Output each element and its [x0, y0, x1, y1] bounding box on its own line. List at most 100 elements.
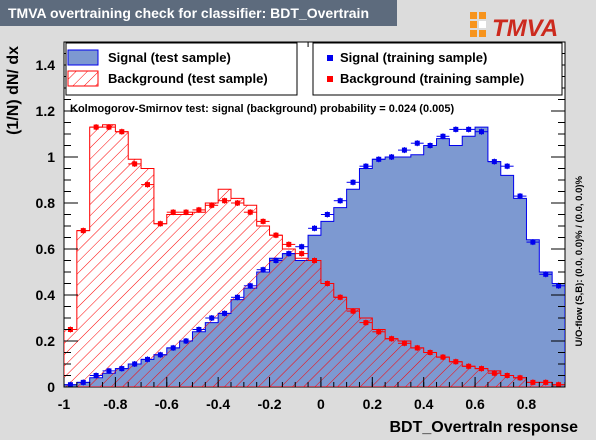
signal-training-point [295, 243, 309, 250]
legend-box [65, 42, 298, 96]
background-training-point [166, 209, 180, 216]
background-training-point [436, 354, 450, 361]
signal-training-point [320, 211, 334, 218]
legend-label: Background (training sample) [340, 71, 524, 86]
signal-training-point [308, 225, 321, 232]
y-tick-label: 0.6 [36, 241, 56, 257]
legend-marker-swatch [327, 55, 333, 61]
x-tick-label: -0.6 [155, 396, 179, 412]
histogram-layer [64, 124, 565, 387]
y-tick-label: 0 [47, 379, 55, 395]
background-training-point [295, 250, 309, 257]
signal-training-point [102, 367, 116, 374]
background-training-point [308, 257, 321, 264]
background-training-point [153, 220, 167, 227]
x-tick-label: 0.8 [517, 396, 537, 412]
background-training-point [410, 344, 424, 351]
background-training-point [385, 335, 398, 342]
background-training-point [231, 200, 244, 206]
x-tick-label: -0.2 [257, 396, 281, 412]
background-training-point [333, 294, 347, 301]
background-training-point [462, 363, 476, 370]
background-training-point [526, 379, 540, 386]
x-axis-title: BDT_OvertraIn response [389, 419, 578, 436]
background-training-point [359, 319, 373, 326]
x-tick-label: 0.4 [414, 396, 434, 412]
y-tick-label: 1.2 [36, 103, 56, 119]
background-training-point [320, 280, 334, 287]
signal-training-point [192, 326, 206, 333]
background-training-point [539, 379, 553, 386]
background-training-point [423, 349, 437, 356]
axis-tick-labels: -1 -0.8 -0.6 -0.4 -0.2 0 0.2 0.4 0.6 0.8 0 0.2 0.4 0.… [36, 57, 537, 412]
signal-training-point [436, 133, 450, 140]
signal-training-point [410, 140, 424, 147]
signal-training-point [256, 266, 270, 273]
signal-training-point [346, 179, 360, 186]
signal-training-point [359, 163, 373, 170]
x-tick-label: 0 [317, 396, 325, 412]
signal-training-point [385, 154, 398, 160]
signal-training-point [487, 158, 501, 165]
signal-training-point [462, 126, 476, 133]
background-training-point [256, 218, 270, 225]
background-training-point [243, 209, 257, 216]
signal-training-point [166, 344, 180, 351]
background-training-point [115, 128, 129, 135]
y-tick-label: 0.4 [36, 287, 56, 303]
signal-training-point [333, 197, 347, 204]
legend-background-swatch [67, 70, 99, 87]
background-training-point [218, 197, 231, 204]
signal-training-point [398, 147, 411, 154]
signal-training-point [269, 257, 283, 264]
x-tick-label: -0.4 [206, 396, 230, 412]
background-training-point [449, 358, 463, 365]
background-training-point [89, 124, 103, 131]
signal-training-point [76, 379, 90, 386]
tmva-logo: TMVA [470, 12, 558, 42]
background-training-point [346, 308, 360, 315]
signal-training-point [500, 163, 514, 170]
legend-box [312, 42, 563, 96]
legend-label: Background (test sample) [108, 71, 268, 86]
signal-training-point [231, 294, 244, 301]
background-training-point [102, 124, 116, 131]
logo-text: TMVA [492, 15, 558, 42]
x-tick-label: -1 [58, 396, 71, 412]
legend-label: Signal (test sample) [108, 50, 231, 65]
background-training-point [487, 370, 501, 377]
y-tick-label: 0.8 [36, 195, 56, 211]
overflow-text: U/O-flow (S,B): (0.0, 0.0)% / (0.0, 0.0)… [574, 175, 585, 346]
signal-training-point [153, 351, 167, 358]
page-title: TMVA overtraining check for classifier: … [0, 0, 397, 26]
signal-training-point [513, 193, 527, 200]
signal-training-point [218, 310, 231, 317]
background-training-point [513, 374, 527, 381]
signal-training-point [115, 365, 129, 372]
legend-marker-swatch [327, 76, 333, 82]
legend-signal-swatch [67, 49, 99, 66]
x-tick-label: 0.2 [363, 396, 383, 412]
y-axis-title: (1/N) dN/ dx [5, 46, 22, 135]
background-training-point [141, 181, 154, 188]
signal-training-point [89, 372, 103, 379]
logo-dots-icon [470, 12, 486, 37]
background-training-point [179, 209, 193, 216]
signal-training-point [423, 142, 437, 149]
ks-test-text: Kolmogorov-Smirnov test: signal (backgro… [70, 103, 454, 115]
y-tick-label: 1 [47, 149, 55, 165]
background-training-point [76, 227, 90, 234]
y-tick-label: 1.4 [36, 57, 56, 73]
signal-training-point [205, 315, 219, 321]
y-tick-label: 0.2 [36, 333, 56, 349]
background-training-point [500, 372, 514, 379]
x-tick-label: 0.6 [465, 396, 485, 412]
background-training-point [372, 328, 386, 335]
signal-training-point [526, 239, 540, 246]
signal-training-point [282, 250, 296, 257]
background-training-point [475, 365, 488, 372]
legend: Signal (test sample) Signal (training sam… [65, 42, 563, 96]
background-training-point [269, 232, 283, 239]
background-training-point [282, 241, 296, 248]
